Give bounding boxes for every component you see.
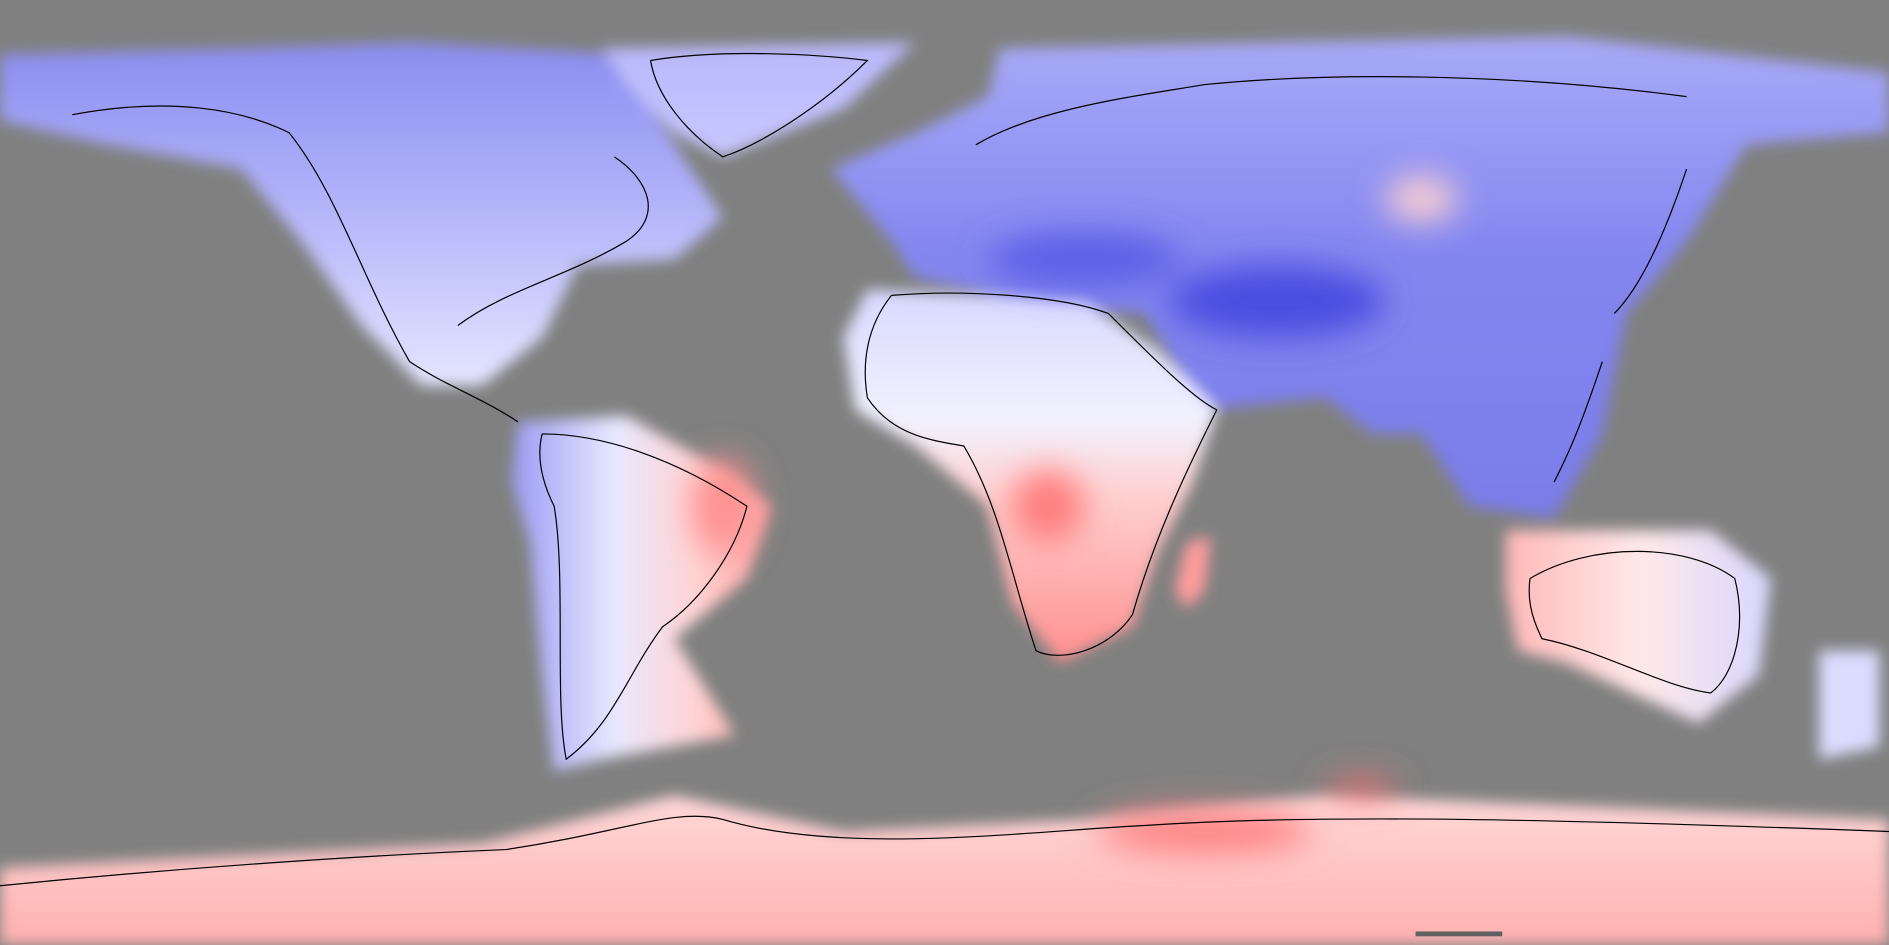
scrollbar-thumb[interactable] <box>1415 931 1503 937</box>
eurasia <box>831 36 1889 519</box>
warm-core <box>1011 470 1085 543</box>
coastline <box>0 815 1889 887</box>
madagascar <box>1174 536 1211 609</box>
greenland <box>602 42 916 157</box>
coastline <box>975 76 1688 483</box>
cold-core <box>1168 265 1386 338</box>
australia <box>1505 530 1771 724</box>
coastline <box>72 105 649 423</box>
coastline <box>864 292 1218 656</box>
cold-core <box>987 232 1181 286</box>
coastline <box>649 52 869 158</box>
new-zealand <box>1819 650 1880 760</box>
warm-spot <box>1385 177 1458 221</box>
coastline <box>1528 550 1741 694</box>
anomaly-field <box>0 36 1889 945</box>
warm-spot <box>1325 779 1398 799</box>
warm-core <box>1096 809 1314 854</box>
north-america <box>0 42 723 386</box>
warm-core <box>692 458 753 555</box>
antarctica <box>0 795 1889 945</box>
coastline <box>539 433 748 761</box>
coastlines <box>0 52 1889 887</box>
